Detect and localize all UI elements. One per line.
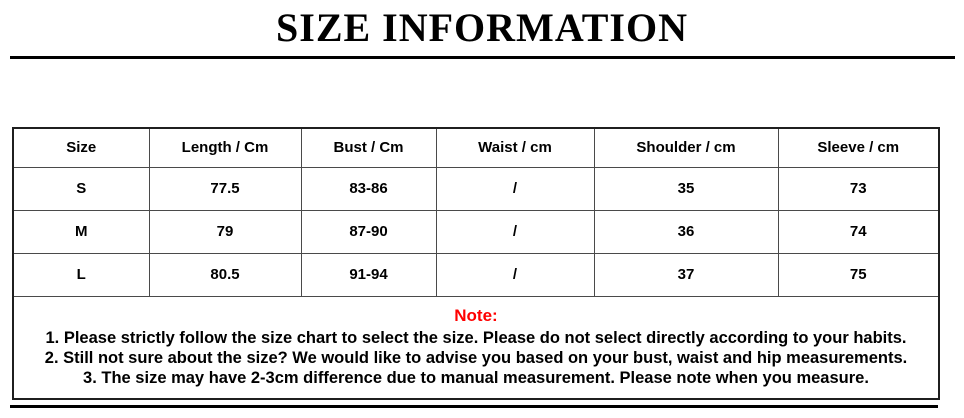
cell-sleeve: 74 xyxy=(777,209,940,254)
cell-shoulder: 36 xyxy=(593,209,779,254)
cell-waist: / xyxy=(435,209,595,254)
cell-sleeve: 75 xyxy=(777,252,940,297)
table-row-size-l: L 80.5 91-94 / 37 75 xyxy=(12,252,940,297)
note-line-1: 1. Please strictly follow the size chart… xyxy=(45,329,907,347)
cell-length: 79 xyxy=(148,209,302,254)
col-header-waist: Waist / cm xyxy=(435,127,595,168)
size-chart-table: Size Length / Cm Bust / Cm Waist / cm Sh… xyxy=(12,127,940,400)
note-label: Note: xyxy=(454,306,498,325)
size-table-body: S 77.5 83-86 / 35 73 M 79 87-90 / 36 74 … xyxy=(12,166,940,297)
title-divider-rule xyxy=(10,56,955,59)
col-header-size: Size xyxy=(12,127,150,168)
cell-bust: 83-86 xyxy=(300,166,437,211)
note-section: Note: 1. Please strictly follow the size… xyxy=(12,295,940,399)
cell-waist: / xyxy=(435,252,595,297)
size-table-footer: Note: 1. Please strictly follow the size… xyxy=(12,295,940,399)
note-row: Note: 1. Please strictly follow the size… xyxy=(12,295,940,399)
col-header-length: Length / Cm xyxy=(148,127,302,168)
table-row-size-m: M 79 87-90 / 36 74 xyxy=(12,209,940,254)
cell-length: 80.5 xyxy=(148,252,302,297)
cell-length: 77.5 xyxy=(148,166,302,211)
bottom-divider-rule xyxy=(10,405,938,408)
cell-bust: 91-94 xyxy=(300,252,437,297)
cell-waist: / xyxy=(435,166,595,211)
cell-bust: 87-90 xyxy=(300,209,437,254)
page-title: SIZE INFORMATION xyxy=(276,5,688,50)
col-header-sleeve: Sleeve / cm xyxy=(777,127,940,168)
cell-size: S xyxy=(12,166,150,211)
cell-shoulder: 35 xyxy=(593,166,779,211)
col-header-shoulder: Shoulder / cm xyxy=(593,127,779,168)
header-row: Size Length / Cm Bust / Cm Waist / cm Sh… xyxy=(12,127,940,168)
cell-sleeve: 73 xyxy=(777,166,940,211)
cell-size: L xyxy=(12,252,150,297)
cell-shoulder: 37 xyxy=(593,252,779,297)
note-line-2: 2. Still not sure about the size? We wou… xyxy=(44,349,908,367)
size-table-header: Size Length / Cm Bust / Cm Waist / cm Sh… xyxy=(12,127,940,168)
table-row-size-s: S 77.5 83-86 / 35 73 xyxy=(12,166,940,211)
note-line-3: 3. The size may have 2-3cm difference du… xyxy=(83,369,869,387)
cell-size: M xyxy=(12,209,150,254)
col-header-bust: Bust / Cm xyxy=(300,127,437,168)
